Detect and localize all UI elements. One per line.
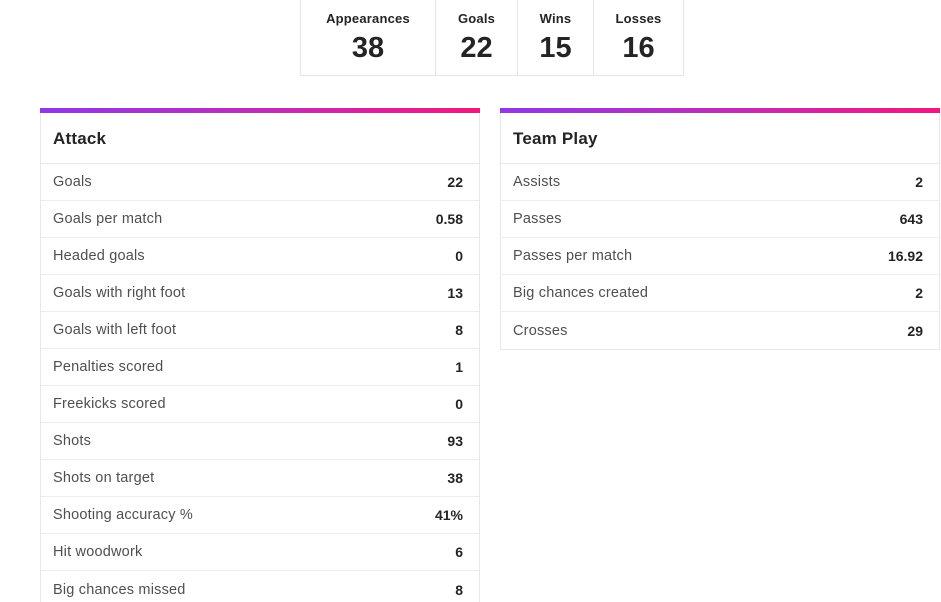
card-title: Attack	[41, 113, 479, 164]
stat-row-assists: Assists 2	[501, 164, 939, 201]
team-play-card: Team Play Assists 2 Passes 643 Passes pe…	[500, 108, 940, 350]
stat-label: Shots	[53, 433, 92, 449]
stat-value: 2	[915, 174, 923, 190]
stat-label: Shooting accuracy %	[53, 507, 194, 523]
stat-value: 8	[455, 322, 463, 338]
summary-stat-label: Goals	[457, 11, 496, 26]
attack-card: Attack Goals 22 Goals per match 0.58 Hea…	[40, 108, 480, 602]
stat-label: Freekicks scored	[53, 396, 166, 412]
stat-value: 38	[447, 470, 463, 486]
stat-value: 41%	[434, 507, 463, 523]
summary-stat-appearances: Appearances 38	[301, 0, 436, 75]
stat-value: 22	[447, 174, 463, 190]
stat-row-goals-left-foot: Goals with left foot 8	[41, 312, 479, 349]
stat-row-shots-on-target: Shots on target 38	[41, 460, 479, 497]
stat-value: 93	[447, 433, 463, 449]
stat-row-freekicks-scored: Freekicks scored 0	[41, 386, 479, 423]
stat-label: Big chances missed	[53, 581, 186, 598]
stat-label: Goals with left foot	[53, 322, 177, 338]
stat-label: Goals per match	[53, 211, 163, 227]
stat-label: Passes	[513, 211, 562, 227]
stat-label: Crosses	[513, 322, 568, 339]
summary-stat-label: Appearances	[326, 11, 410, 26]
stat-row-big-chances-missed: Big chances missed 8	[41, 571, 479, 602]
stat-row-goals-right-foot: Goals with right foot 13	[41, 275, 479, 312]
stat-value: 2	[915, 285, 923, 301]
stat-row-goals: Goals 22	[41, 164, 479, 201]
summary-stat-losses: Losses 16	[594, 0, 683, 75]
summary-stat-value: 15	[539, 32, 572, 64]
stat-label: Big chances created	[513, 285, 649, 301]
stat-label: Assists	[513, 174, 561, 190]
stat-value: 6	[455, 544, 463, 560]
summary-stat-value: 38	[351, 32, 385, 64]
stat-row-shots: Shots 93	[41, 423, 479, 460]
stat-value: 643	[899, 211, 923, 227]
card-accent-gradient	[500, 108, 940, 113]
stat-row-headed-goals: Headed goals 0	[41, 238, 479, 275]
summary-stat-goals: Goals 22	[436, 0, 518, 75]
card-title: Team Play	[501, 113, 939, 164]
summary-stat-value: 22	[460, 32, 493, 64]
card-accent-gradient	[40, 108, 480, 113]
stat-row-penalties-scored: Penalties scored 1	[41, 349, 479, 386]
summary-stat-value: 16	[622, 32, 655, 64]
stat-label: Goals with right foot	[53, 285, 186, 301]
summary-stat-label: Wins	[539, 11, 572, 26]
stat-label: Hit woodwork	[53, 544, 143, 560]
stat-value: 1	[455, 359, 463, 375]
stat-value: 29	[907, 322, 923, 339]
stat-row-shooting-accuracy: Shooting accuracy % 41%	[41, 497, 479, 534]
stat-value: 13	[447, 285, 463, 301]
stat-label: Goals	[53, 174, 92, 190]
stat-value: 0.58	[435, 211, 463, 227]
stat-cards-row: Attack Goals 22 Goals per match 0.58 Hea…	[40, 108, 940, 602]
stat-row-big-chances-created: Big chances created 2	[501, 275, 939, 312]
player-summary-bar: Appearances 38 Goals 22 Wins 15 Losses 1…	[300, 0, 684, 76]
summary-stat-label: Losses	[615, 11, 662, 26]
stat-label: Penalties scored	[53, 359, 164, 375]
stat-row-crosses: Crosses 29	[501, 312, 939, 349]
stat-label: Shots on target	[53, 470, 155, 486]
stat-label: Passes per match	[513, 248, 633, 264]
stat-label: Headed goals	[53, 248, 145, 264]
stat-value: 0	[455, 248, 463, 264]
stat-row-passes: Passes 643	[501, 201, 939, 238]
stat-value: 8	[455, 581, 463, 598]
stat-row-hit-woodwork: Hit woodwork 6	[41, 534, 479, 571]
stat-row-passes-per-match: Passes per match 16.92	[501, 238, 939, 275]
stat-value: 16.92	[887, 248, 923, 264]
stat-row-goals-per-match: Goals per match 0.58	[41, 201, 479, 238]
summary-stat-wins: Wins 15	[518, 0, 594, 75]
stat-value: 0	[455, 396, 463, 412]
